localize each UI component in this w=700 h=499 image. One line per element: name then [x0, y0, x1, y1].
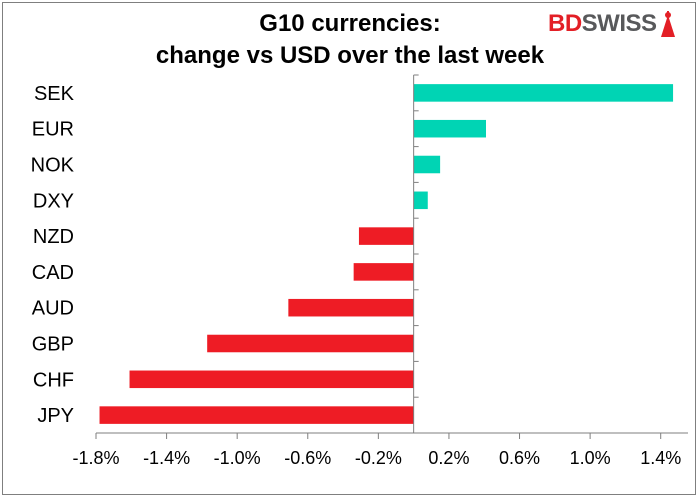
category-label-chf: CHF — [33, 369, 74, 391]
chart-title-line1: G10 currencies: — [259, 10, 441, 37]
chart-title: G10 currencies: change vs USD over the l… — [80, 8, 620, 72]
lamp-icon — [658, 11, 678, 37]
category-label-sek: SEK — [34, 83, 75, 105]
logo-text-bd: BD — [548, 10, 582, 37]
category-label-nok: NOK — [31, 155, 75, 177]
bar-nzd — [358, 227, 414, 245]
logo-text-swiss: SWISS — [581, 10, 657, 37]
x-tick-label: 0.6% — [499, 448, 540, 468]
x-tick-label: -1.0% — [214, 448, 261, 468]
x-tick-label: 1.4% — [640, 448, 681, 468]
bar-eur — [413, 119, 486, 138]
bar-chf — [129, 370, 414, 389]
bar-gbp — [207, 334, 414, 353]
x-tick-label: -0.6% — [284, 448, 331, 468]
category-label-eur: EUR — [32, 119, 74, 141]
bar-jpy — [99, 406, 414, 424]
bar-aud — [288, 298, 414, 317]
category-label-jpy: JPY — [37, 405, 74, 427]
bar-dxy — [413, 191, 428, 210]
bdswiss-logo: BD SWISS — [548, 10, 678, 38]
x-tick-label: 1.0% — [570, 448, 611, 468]
category-label-nzd: NZD — [33, 226, 74, 248]
chart-title-line2: change vs USD over the last week — [155, 42, 545, 69]
category-label-aud: AUD — [32, 298, 74, 320]
x-tick-label: 0.2% — [428, 448, 469, 468]
category-label-gbp: GBP — [32, 334, 74, 356]
x-tick-label: -1.4% — [143, 448, 190, 468]
x-tick-label: -0.2% — [355, 448, 402, 468]
category-label-dxy: DXY — [33, 190, 74, 212]
bar-sek — [413, 84, 674, 102]
category-label-cad: CAD — [32, 262, 74, 284]
bar-cad — [353, 263, 414, 281]
x-tick-label: -1.8% — [72, 448, 119, 468]
bar-nok — [413, 155, 441, 174]
